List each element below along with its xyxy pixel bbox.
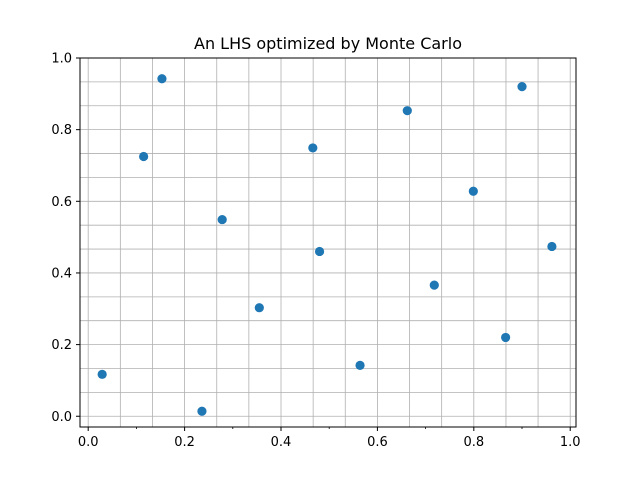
data-point [217,214,227,225]
plot-frame [79,57,577,428]
data-point [254,303,264,313]
y-tick-label: 0.0 [51,410,72,425]
x-tick-label: 0.2 [174,435,195,450]
data-point [157,74,167,84]
data-point [314,246,325,257]
grid-layer [80,57,576,427]
x-tick-label: 0.4 [271,435,292,450]
y-tick-label: 0.8 [51,123,72,138]
data-point [139,151,149,162]
data-point [429,280,439,290]
x-tick-label: 0.0 [78,435,99,450]
x-tick-label: 0.6 [367,435,388,450]
data-point [197,406,207,416]
data-point [308,143,318,153]
y-tick-label: 0.6 [51,195,72,210]
axes-layer: 0.0 0.2 0.4 0.6 0.8 1.0 0.0 0.2 0.4 0.6 0.8 1.0 [51,52,580,451]
data-point [355,360,365,370]
x-tick-label: 0.8 [463,435,484,450]
y-tick-label: 0.2 [51,338,72,353]
data-point [501,332,511,343]
data-point [402,106,412,116]
data-point [517,82,527,92]
y-tick-label: 0.4 [51,266,72,281]
data-point [97,369,107,379]
data-point [547,241,557,252]
points-layer [97,74,557,416]
x-tick-label: 1.0 [560,435,581,450]
chart-title: An LHS optimized by Monte Carlo [194,34,462,53]
y-tick-label: 1.0 [51,52,72,67]
data-point [468,186,478,196]
